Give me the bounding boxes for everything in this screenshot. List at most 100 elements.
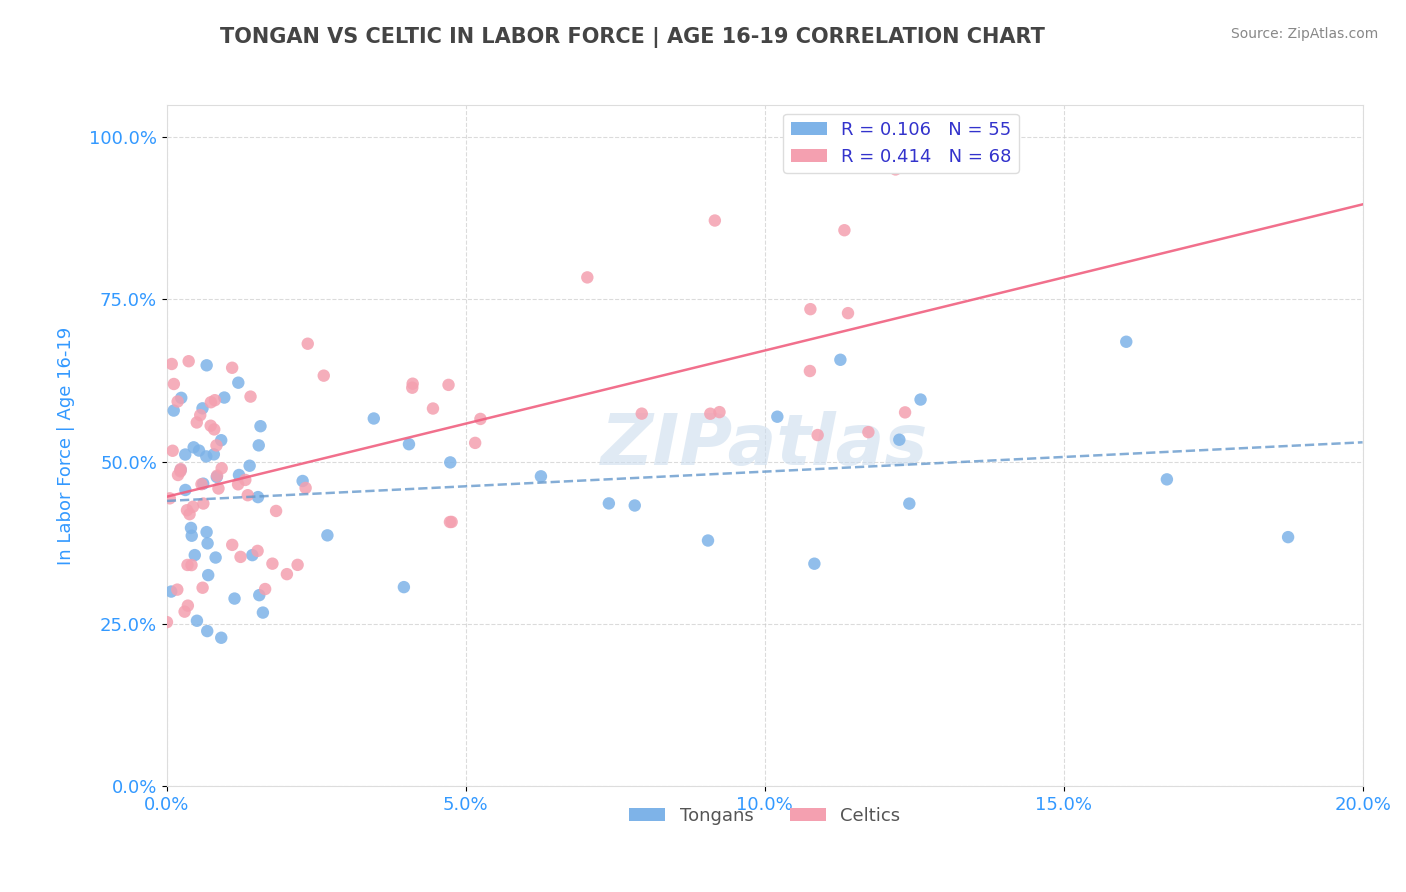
Tongans — [623, 499, 645, 513]
Celtics — [186, 416, 208, 430]
Tongans — [239, 458, 262, 473]
Text: Source: ZipAtlas.com: Source: ZipAtlas.com — [1230, 27, 1378, 41]
Tongans — [169, 463, 191, 477]
Celtics — [709, 405, 731, 419]
Celtics — [156, 615, 179, 629]
Tongans — [252, 606, 274, 620]
Celtics — [221, 538, 243, 552]
Tongans — [1115, 334, 1137, 349]
Tongans — [204, 550, 226, 565]
Celtics — [437, 377, 460, 392]
Celtics — [160, 357, 183, 371]
Celtics — [166, 582, 188, 597]
Celtics — [191, 581, 214, 595]
Celtics — [226, 477, 249, 491]
Tongans — [214, 391, 236, 405]
Celtics — [159, 491, 181, 506]
Celtics — [254, 582, 277, 596]
Tongans — [191, 401, 214, 416]
Tongans — [195, 624, 218, 638]
Tongans — [1156, 472, 1178, 486]
Tongans — [197, 536, 219, 550]
Celtics — [239, 390, 262, 404]
Tongans — [249, 419, 271, 434]
Celtics — [470, 412, 492, 426]
Legend: Tongans, Celtics: Tongans, Celtics — [621, 799, 907, 832]
Celtics — [246, 544, 269, 558]
Celtics — [176, 503, 198, 517]
Celtics — [837, 306, 859, 320]
Celtics — [200, 418, 222, 433]
Celtics — [294, 481, 316, 495]
Celtics — [402, 376, 425, 391]
Tongans — [180, 521, 202, 535]
Celtics — [229, 549, 252, 564]
Celtics — [177, 599, 200, 613]
Tongans — [439, 455, 461, 469]
Celtics — [173, 605, 195, 619]
Celtics — [894, 405, 917, 419]
Tongans — [228, 468, 250, 483]
Celtics — [221, 360, 243, 375]
Celtics — [170, 462, 193, 476]
Celtics — [162, 443, 184, 458]
Tongans — [202, 447, 225, 461]
Celtics — [807, 428, 830, 442]
Tongans — [184, 548, 207, 562]
Celtics — [200, 395, 222, 409]
Tongans — [246, 490, 269, 504]
Tongans — [193, 476, 215, 491]
Celtics — [236, 488, 259, 502]
Celtics — [799, 364, 821, 378]
Y-axis label: In Labor Force | Age 16-19: In Labor Force | Age 16-19 — [58, 326, 75, 565]
Tongans — [247, 588, 270, 602]
Tongans — [316, 528, 339, 542]
Tongans — [209, 434, 232, 448]
Celtics — [264, 504, 287, 518]
Tongans — [188, 443, 211, 458]
Celtics — [630, 407, 652, 421]
Celtics — [287, 558, 309, 572]
Celtics — [703, 213, 725, 227]
Celtics — [440, 515, 463, 529]
Celtics — [699, 407, 721, 421]
Tongans — [1277, 530, 1299, 544]
Tongans — [226, 376, 249, 390]
Celtics — [205, 438, 228, 452]
Tongans — [910, 392, 932, 407]
Celtics — [188, 408, 211, 422]
Tongans — [803, 557, 825, 571]
Tongans — [291, 474, 314, 488]
Text: TONGAN VS CELTIC IN LABOR FORCE | AGE 16-19 CORRELATION CHART: TONGAN VS CELTIC IN LABOR FORCE | AGE 16… — [221, 27, 1045, 48]
Tongans — [398, 437, 420, 451]
Celtics — [439, 515, 461, 529]
Tongans — [195, 359, 218, 373]
Celtics — [834, 223, 856, 237]
Celtics — [401, 381, 423, 395]
Celtics — [176, 558, 198, 572]
Tongans — [174, 448, 197, 462]
Tongans — [898, 497, 921, 511]
Celtics — [262, 557, 284, 571]
Celtics — [181, 500, 204, 514]
Tongans — [209, 631, 232, 645]
Celtics — [204, 393, 226, 408]
Celtics — [799, 302, 821, 317]
Celtics — [276, 567, 298, 582]
Celtics — [177, 354, 200, 368]
Celtics — [169, 464, 191, 478]
Celtics — [207, 482, 229, 496]
Celtics — [166, 394, 188, 409]
Tongans — [240, 548, 263, 562]
Celtics — [884, 162, 907, 177]
Tongans — [183, 440, 205, 454]
Celtics — [205, 468, 228, 483]
Celtics — [233, 473, 256, 487]
Tongans — [160, 584, 183, 599]
Celtics — [179, 507, 201, 521]
Tongans — [247, 438, 270, 452]
Tongans — [163, 403, 186, 417]
Tongans — [530, 469, 553, 483]
Tongans — [180, 529, 202, 543]
Celtics — [190, 477, 212, 491]
